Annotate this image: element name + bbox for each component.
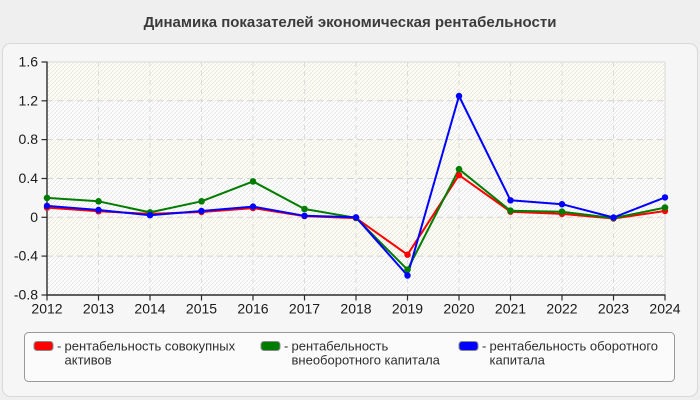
svg-text:-0.8: -0.8	[14, 287, 38, 303]
svg-text:2019: 2019	[392, 301, 423, 317]
svg-text:2022: 2022	[546, 301, 577, 317]
svg-text:активов: активов	[65, 353, 112, 368]
svg-text:2013: 2013	[83, 301, 114, 317]
svg-text:-: -	[57, 339, 61, 354]
svg-text:капитала: капитала	[490, 353, 546, 368]
svg-text:0.4: 0.4	[19, 170, 39, 186]
svg-text:2016: 2016	[237, 301, 268, 317]
svg-text:2012: 2012	[31, 301, 62, 317]
svg-text:2021: 2021	[495, 301, 526, 317]
svg-text:0.8: 0.8	[19, 131, 39, 147]
svg-text:1.2: 1.2	[19, 92, 39, 108]
svg-text:внеоборотного капитала: внеоборотного капитала	[292, 353, 441, 368]
svg-text:Динамика показателей экономиче: Динамика показателей экономическая рента…	[144, 14, 557, 31]
svg-text:-: -	[284, 339, 288, 354]
svg-text:2020: 2020	[443, 301, 474, 317]
svg-text:2014: 2014	[134, 301, 165, 317]
svg-text:2018: 2018	[340, 301, 371, 317]
svg-text:рентабельность совокупных: рентабельность совокупных	[65, 339, 236, 354]
svg-text:2023: 2023	[598, 301, 629, 317]
svg-text:рентабельность оборотного: рентабельность оборотного	[490, 339, 659, 354]
svg-text:рентабельность: рентабельность	[292, 339, 389, 354]
svg-text:2024: 2024	[649, 301, 680, 317]
svg-text:1.6: 1.6	[19, 54, 39, 70]
svg-text:2015: 2015	[186, 301, 217, 317]
svg-text:0: 0	[30, 209, 38, 225]
svg-text:-0.4: -0.4	[14, 248, 38, 264]
svg-text:2017: 2017	[289, 301, 320, 317]
svg-text:-: -	[482, 339, 486, 354]
